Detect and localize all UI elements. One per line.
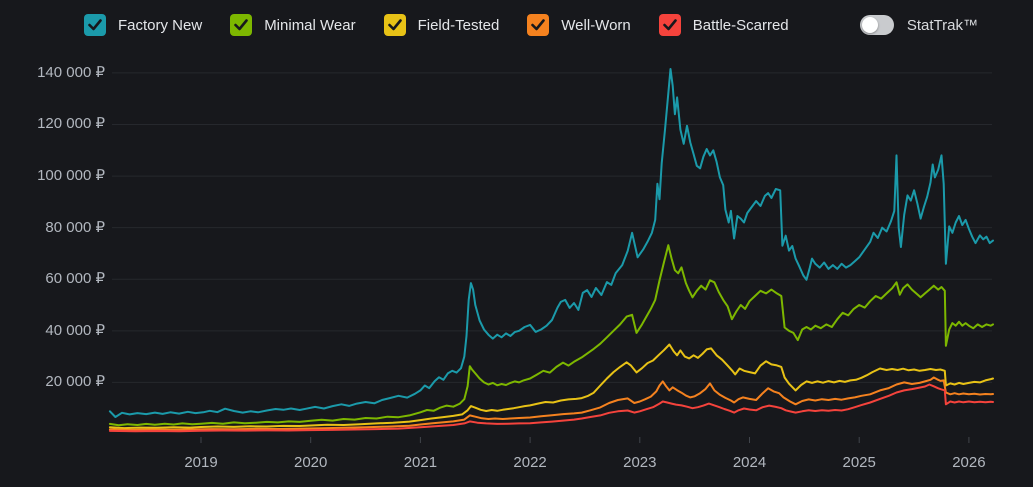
- legend-item-label: Factory New: [118, 16, 203, 34]
- x-axis-tick-label: 2023: [623, 454, 657, 471]
- legend-item-field-tested[interactable]: Field-Tested: [383, 14, 500, 36]
- legend-item-label: Field-Tested: [417, 16, 500, 34]
- checkbox-checked-icon[interactable]: [230, 14, 253, 36]
- legend-item-minimal-wear[interactable]: Minimal Wear: [230, 14, 356, 36]
- legend-item-label: Minimal Wear: [264, 16, 356, 34]
- y-axis-tick-label: 40 000 ₽: [45, 321, 105, 339]
- series-line-battle-scarred: [108, 383, 994, 433]
- series-line-minimal-wear: [108, 244, 994, 427]
- y-axis-tick-label: 100 000 ₽: [37, 167, 105, 185]
- x-axis-tick-label: 2019: [184, 454, 218, 471]
- checkbox-checked-icon[interactable]: [383, 14, 406, 36]
- x-axis-tick-label: 2025: [842, 454, 876, 471]
- chart-legend: Factory New Minimal Wear Field-Tested Well-…: [0, 0, 1033, 50]
- series-line-field-tested: [108, 343, 994, 430]
- chart-canvas[interactable]: [0, 50, 1033, 487]
- price-history-chart[interactable]: 140 000 ₽ 120 000 ₽ 100 000 ₽ 80 000 ₽ 60 00…: [0, 50, 1033, 487]
- x-axis-tick-label: 2024: [732, 454, 767, 471]
- y-axis-tick-label: 140 000 ₽: [37, 63, 105, 81]
- stattrak-label: StatTrak™: [906, 16, 978, 34]
- legend-item-factory-new[interactable]: Factory New: [84, 14, 202, 36]
- checkbox-checked-icon[interactable]: [84, 14, 106, 36]
- legend-item-battle-scarred[interactable]: Battle-Scarred: [658, 14, 789, 36]
- x-axis-tick-label: 2020: [294, 454, 328, 471]
- stattrak-toggle-group: StatTrak™: [859, 15, 978, 35]
- y-axis-tick-label: 20 000 ₽: [45, 373, 105, 391]
- legend-item-well-worn[interactable]: Well-Worn: [527, 14, 631, 36]
- checkbox-checked-icon[interactable]: [527, 14, 550, 36]
- y-axis-tick-label: 80 000 ₽: [45, 218, 105, 236]
- x-axis-tick-label: 2026: [952, 454, 986, 471]
- legend-items: Factory New Minimal Wear Field-Tested Well-…: [84, 14, 789, 36]
- checkbox-checked-icon[interactable]: [658, 14, 681, 36]
- y-axis-tick-label: 120 000 ₽: [37, 115, 105, 133]
- series-line-factory-new: [108, 68, 994, 418]
- x-axis-tick-label: 2022: [513, 454, 547, 471]
- legend-item-label: Battle-Scarred: [692, 16, 789, 34]
- series-line-well-worn: [108, 376, 994, 431]
- toggle-knob-icon: [861, 17, 878, 33]
- y-axis-tick-label: 60 000 ₽: [45, 270, 105, 288]
- stattrak-toggle[interactable]: [859, 15, 894, 35]
- x-axis-tick-label: 2021: [403, 454, 438, 471]
- legend-item-label: Well-Worn: [561, 16, 631, 34]
